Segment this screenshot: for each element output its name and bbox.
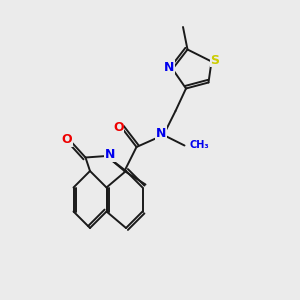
Text: CH₃: CH₃ (190, 140, 209, 150)
Text: O: O (61, 133, 72, 146)
Text: N: N (105, 148, 115, 161)
Text: O: O (113, 121, 124, 134)
Text: S: S (211, 53, 220, 67)
Text: N: N (156, 127, 166, 140)
Text: N: N (164, 61, 175, 74)
